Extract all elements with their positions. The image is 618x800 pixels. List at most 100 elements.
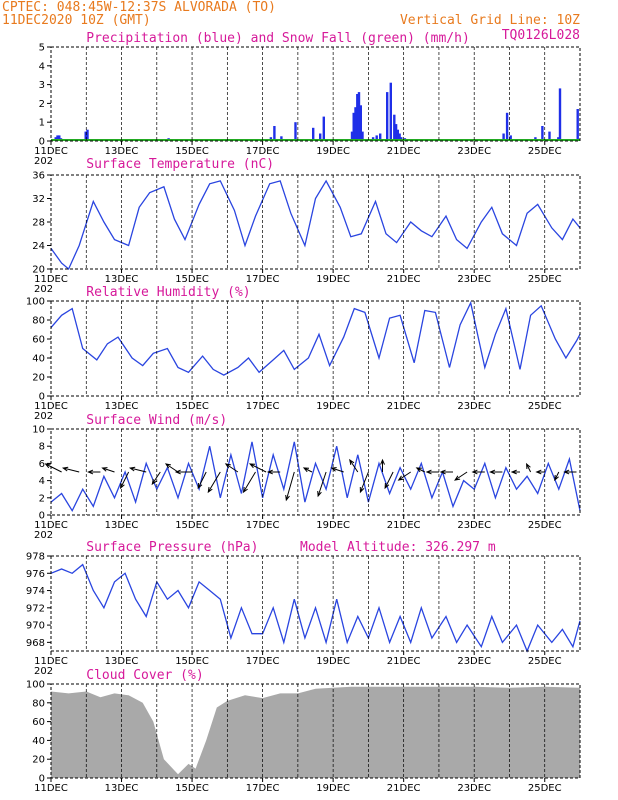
panel-5: Surface Pressure (hPa) Model Altitude: 32…	[26, 540, 581, 677]
panel-frame	[50, 300, 581, 397]
x-tick-label: 11DEC	[34, 146, 68, 157]
series-line	[50, 441, 581, 513]
y-tick-label: 978	[26, 552, 45, 563]
x-tick-label: 17DEC	[246, 520, 280, 531]
wind-arrow	[197, 471, 207, 490]
wind-arrow	[302, 467, 313, 473]
x-tick-label: 25DEC	[528, 783, 562, 794]
precip-bar	[389, 82, 392, 141]
precip-bar	[322, 116, 325, 141]
panel-frame	[50, 46, 581, 142]
y-tick-label: 100	[26, 680, 45, 691]
grid-note: Vertical Grid Line: 10Z	[400, 13, 580, 28]
precip-bar	[356, 94, 359, 141]
precip-bar	[375, 135, 378, 141]
precip-bar	[398, 133, 401, 141]
wind-arrow	[489, 469, 503, 475]
precip-bar	[379, 133, 382, 141]
wind-arrow	[554, 471, 560, 482]
wind-arrow	[44, 463, 62, 473]
x-tick-label: 25DEC	[528, 401, 562, 412]
x-tick-label: 25DEC	[528, 656, 562, 667]
x-tick-label: 15DEC	[175, 146, 209, 157]
run-code: TQ0126L028	[502, 28, 580, 43]
series-line	[50, 179, 581, 271]
y-tick-label: 4	[39, 61, 45, 72]
y-tick-label: 60	[32, 335, 45, 346]
x-tick-label: 11DEC	[34, 274, 68, 285]
x-tick-label: 15DEC	[175, 274, 209, 285]
wind-arrow	[174, 469, 193, 475]
x-tick-label: 15DEC	[175, 783, 209, 794]
y-tick-label: 976	[26, 569, 45, 580]
precip-bar	[396, 129, 399, 141]
y-tick-label: 80	[32, 698, 45, 709]
y-tick-label: 6	[39, 459, 45, 470]
precip-bar	[394, 124, 398, 141]
wind-arrow	[207, 471, 221, 494]
wind-arrow	[526, 462, 532, 473]
precip-bar	[558, 88, 562, 141]
x-tick-label: 19DEC	[316, 656, 350, 667]
year-fragment: 202	[34, 411, 53, 422]
cloud-area	[51, 686, 580, 778]
wind-arrow	[330, 467, 344, 473]
x-tick-label: 17DEC	[246, 146, 280, 157]
y-tick-label: 1	[39, 118, 45, 129]
precip-bar	[548, 131, 551, 141]
precip-bar	[319, 133, 322, 141]
y-tick-label: 32	[32, 194, 45, 205]
y-tick-label: 36	[32, 171, 45, 182]
x-tick-label: 25DEC	[528, 520, 562, 531]
wind-arrow	[101, 467, 115, 473]
wind-arrow	[317, 471, 327, 498]
year-fragment: 202	[34, 284, 53, 295]
panel-3: Relative Humidity (%) 0 20 40 60 80 100 11DEC 13…	[26, 285, 581, 422]
precip-bar	[294, 122, 297, 141]
x-tick-label: 15DEC	[175, 401, 209, 412]
x-tick-label: 19DEC	[316, 520, 350, 531]
wind-arrow	[425, 469, 439, 475]
y-tick-label: 10	[32, 425, 45, 436]
panel-title: Surface Temperature (nC)	[86, 157, 274, 172]
y-tick-label: 972	[26, 603, 45, 614]
wind-arrow	[380, 458, 385, 472]
y-tick-label: 968	[26, 638, 45, 649]
panel-title: Surface Wind (m/s)	[86, 413, 227, 428]
x-tick-label: 23DEC	[457, 401, 491, 412]
x-tick-label: 15DEC	[175, 520, 209, 531]
y-tick-label: 24	[32, 241, 45, 252]
wind-arrow	[471, 469, 485, 475]
x-tick-label: 23DEC	[457, 656, 491, 667]
y-tick-label: 2	[39, 493, 45, 504]
wind-arrow	[535, 469, 545, 475]
panel-title: Precipitation (blue) and Snow Fall (gree…	[86, 31, 470, 46]
wind-arrow	[266, 469, 281, 475]
y-tick-label: 28	[32, 218, 45, 229]
year-fragment: 202	[34, 156, 53, 167]
precip-bar	[505, 112, 509, 141]
precip-bar	[354, 107, 357, 141]
wind-arrow	[563, 469, 577, 475]
x-tick-label: 23DEC	[457, 146, 491, 157]
precip-bar	[280, 136, 283, 141]
wind-arrow	[120, 471, 130, 490]
precip-bar	[273, 126, 276, 141]
run-date: 11DEC2020 10Z (GMT)	[2, 13, 151, 28]
panel-frame	[50, 428, 581, 516]
year-fragment: 202	[34, 666, 53, 677]
y-tick-label: 8	[39, 442, 45, 453]
precip-bar	[84, 131, 87, 141]
x-tick-label: 13DEC	[105, 401, 139, 412]
wind-arrow	[128, 466, 147, 473]
panel-subtitle: Model Altitude: 326.297 m	[300, 540, 496, 555]
panel-6: Cloud Cover (%) 0 20 40 60 80 100 11DEC 13DEC 15D…	[26, 668, 581, 794]
panel-frame	[50, 683, 581, 779]
wind-arrow	[61, 466, 80, 473]
precip-bar	[359, 105, 362, 141]
x-tick-label: 17DEC	[246, 783, 280, 794]
wind-arrow	[248, 463, 267, 473]
x-tick-label: 11DEC	[34, 401, 68, 412]
x-tick-label: 13DEC	[105, 520, 139, 531]
